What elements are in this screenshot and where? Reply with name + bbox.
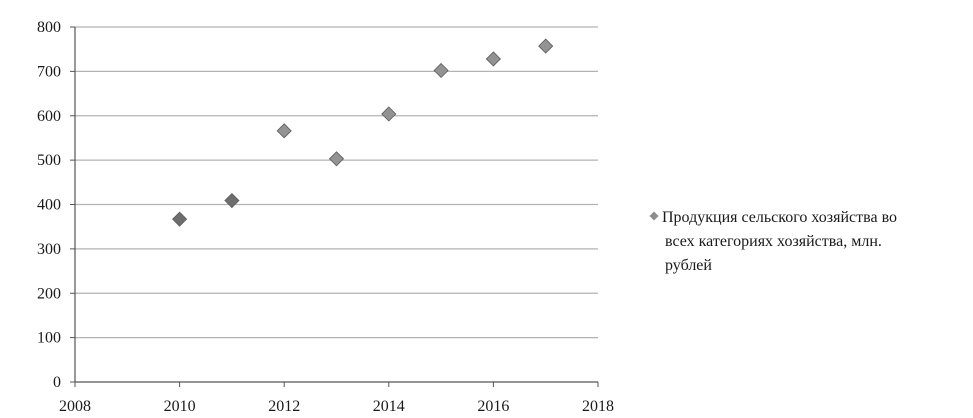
data-point-2012 bbox=[276, 123, 292, 139]
x-tick-labels: 2008 2010 2012 2014 2016 2018 bbox=[59, 398, 614, 415]
data-point-2016 bbox=[485, 51, 501, 67]
y-tick-label-700: 700 bbox=[37, 63, 61, 80]
x-tick-label-2012: 2012 bbox=[268, 398, 300, 415]
legend-label-line-2: всех категориях хозяйства, млн. bbox=[665, 233, 882, 250]
data-point-2015 bbox=[433, 62, 449, 79]
legend: Продукция сельского хозяйства во всех ка… bbox=[649, 209, 897, 274]
axes bbox=[70, 26, 599, 387]
x-tick-label-2010: 2010 bbox=[164, 398, 196, 415]
x-tick-label-2018: 2018 bbox=[582, 398, 614, 415]
x-tick-label-2014: 2014 bbox=[373, 398, 405, 415]
data-point-2014 bbox=[381, 106, 397, 122]
y-tick-label-300: 300 bbox=[37, 241, 61, 258]
y-tick-label-500: 500 bbox=[37, 152, 61, 169]
y-tick-labels: 0 100 200 300 400 500 600 700 800 bbox=[37, 19, 61, 391]
y-tick-label-200: 200 bbox=[37, 285, 61, 302]
data-points bbox=[172, 38, 554, 227]
y-tick-label-800: 800 bbox=[37, 19, 61, 36]
y-tick-label-600: 600 bbox=[37, 108, 61, 125]
data-point-2011 bbox=[224, 192, 240, 209]
y-tick-label-400: 400 bbox=[37, 197, 61, 214]
y-tick-label-0: 0 bbox=[53, 374, 61, 391]
x-tick-label-2008: 2008 bbox=[59, 398, 91, 415]
grid-lines bbox=[75, 26, 598, 339]
data-point-2017 bbox=[538, 38, 554, 54]
legend-diamond-marker bbox=[649, 211, 659, 221]
y-tick-label-100: 100 bbox=[37, 330, 61, 347]
legend-label-line-3: рублей bbox=[665, 257, 712, 274]
data-point-2013 bbox=[328, 151, 345, 167]
x-tick-label-2016: 2016 bbox=[477, 398, 509, 415]
data-point-2010 bbox=[172, 211, 188, 227]
legend-label-line-1: Продукция сельского хозяйства во bbox=[662, 209, 897, 226]
